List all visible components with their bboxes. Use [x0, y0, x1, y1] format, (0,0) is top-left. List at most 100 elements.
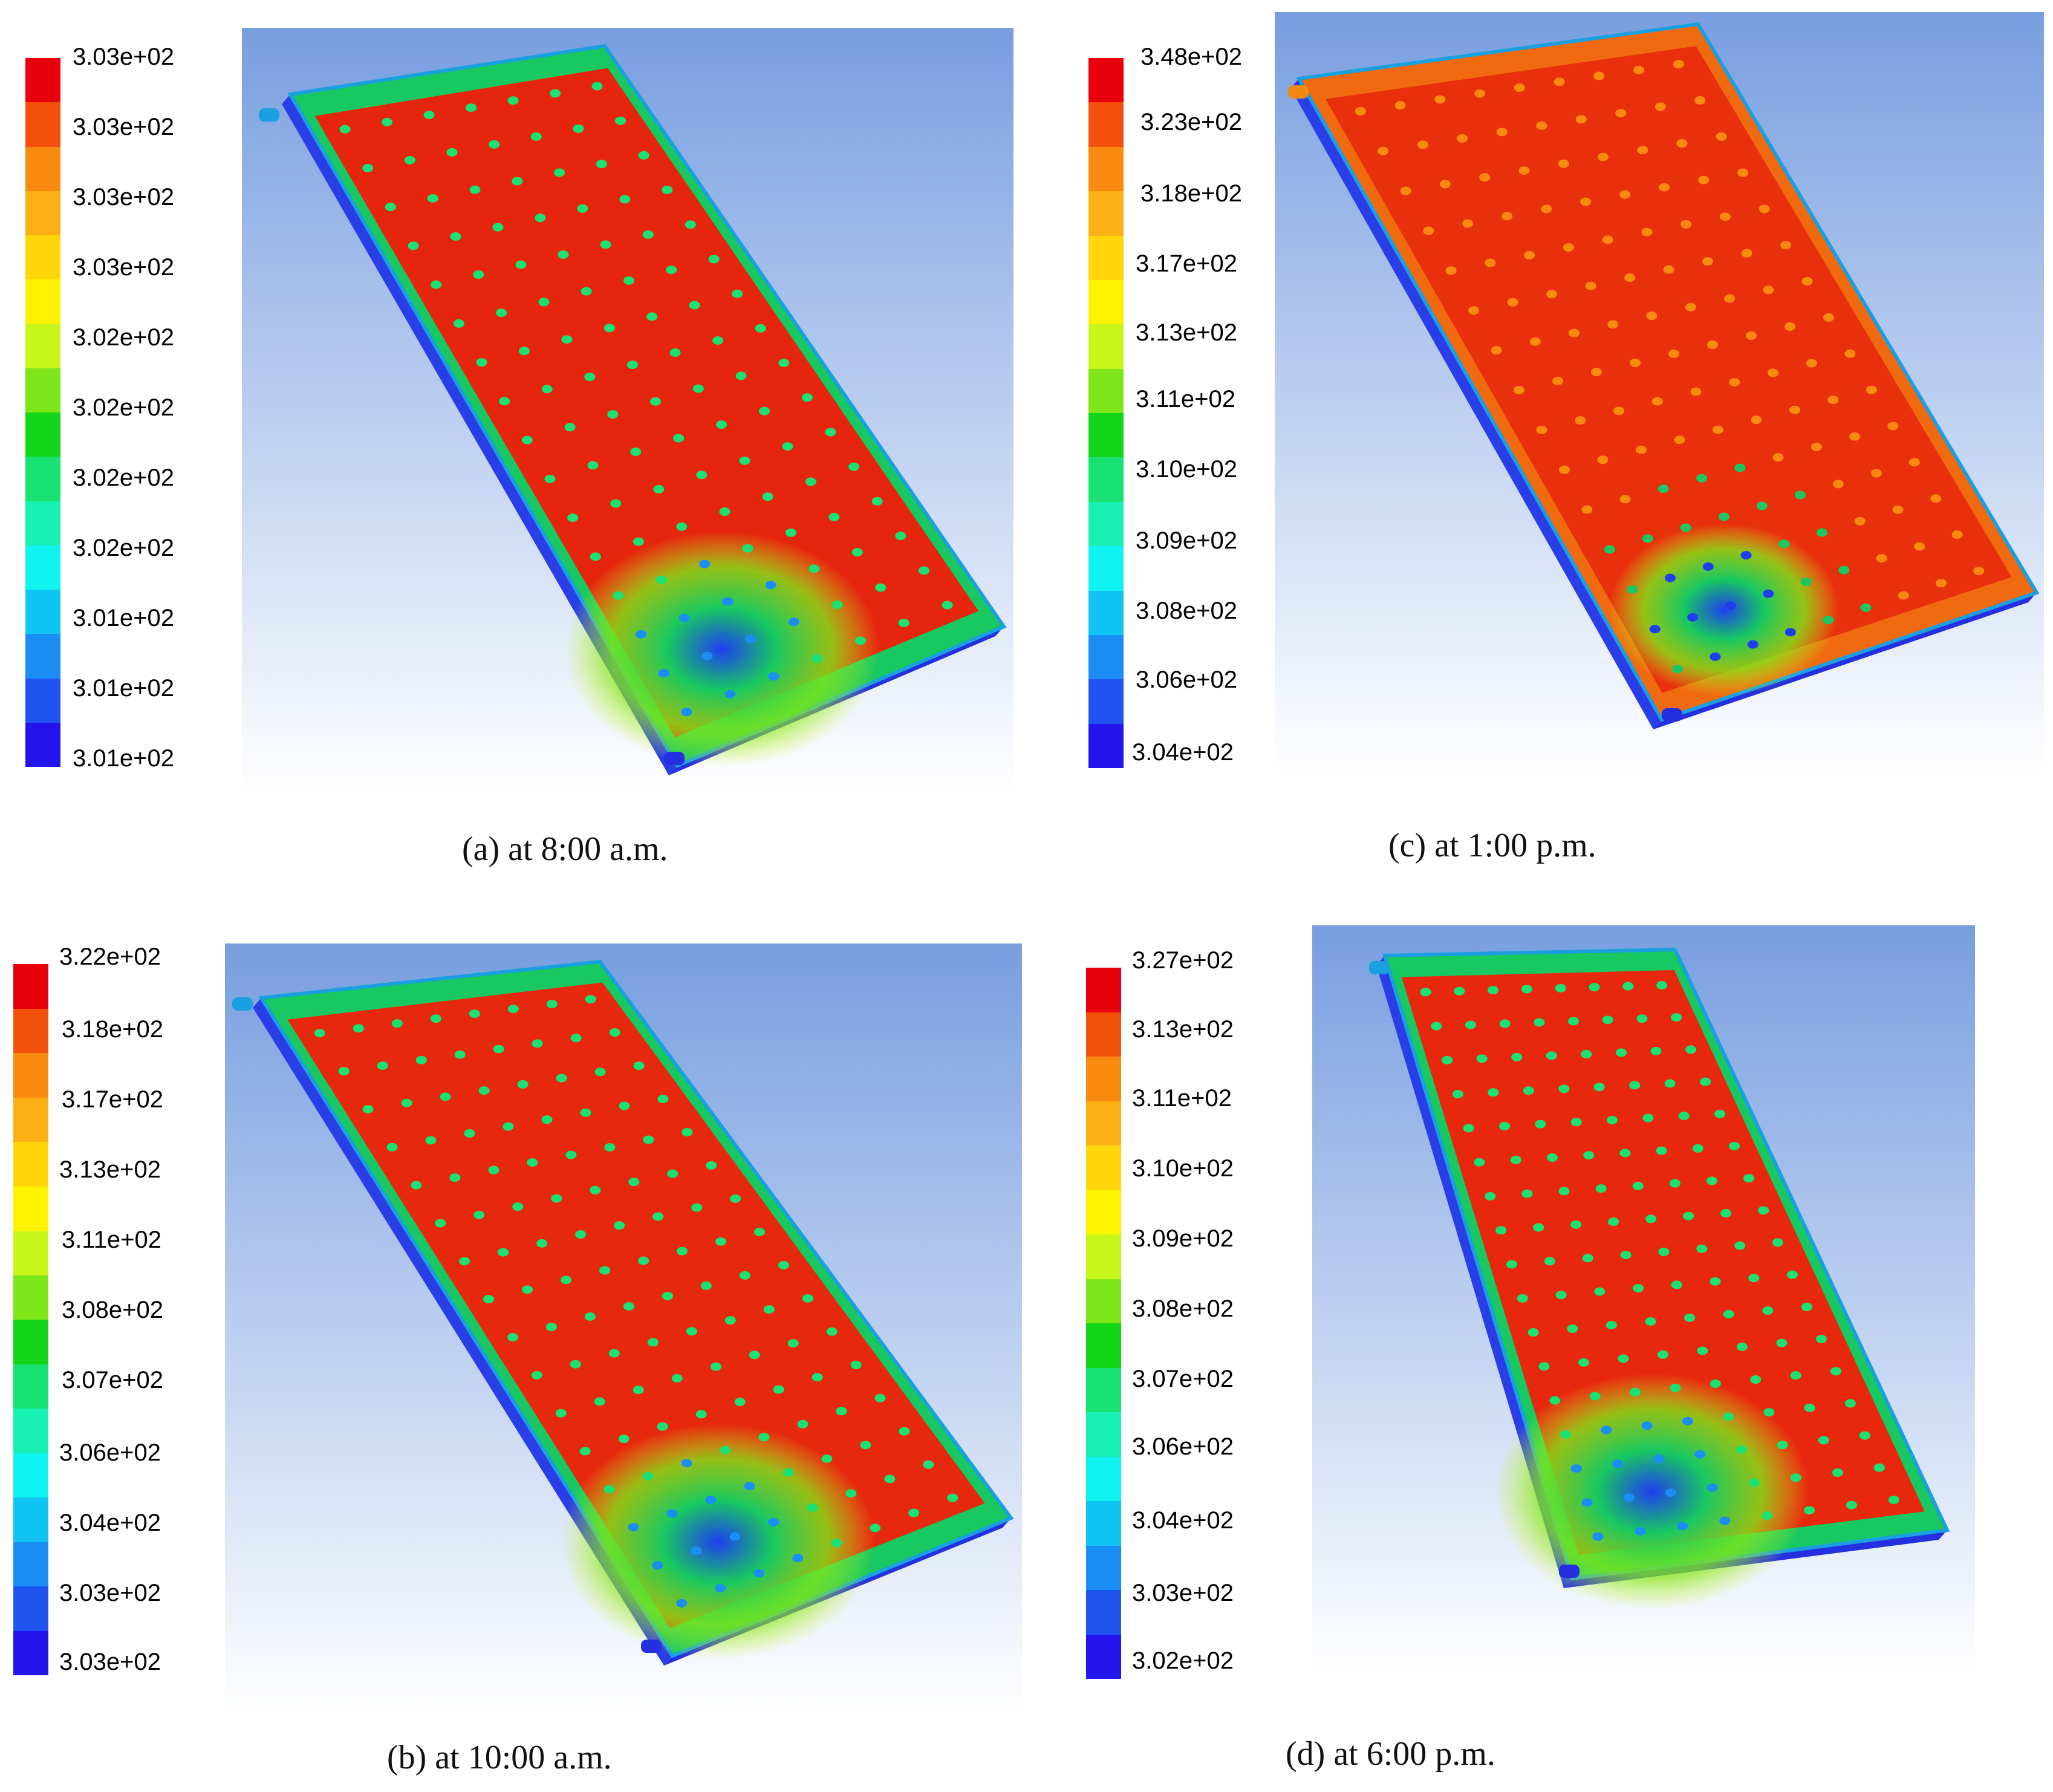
tube-dot	[1649, 625, 1661, 634]
legend-swatch	[13, 1231, 48, 1276]
tube-dot	[459, 1257, 470, 1266]
tube-dot	[1434, 95, 1446, 104]
tube-dot	[1521, 985, 1532, 994]
tube-dot	[522, 1285, 533, 1294]
tube-dot	[1558, 1084, 1570, 1093]
tube-dot	[584, 373, 596, 382]
tube-dot	[473, 270, 484, 279]
legend-label: 3.03e+02	[73, 114, 174, 140]
tube-dot	[753, 1569, 765, 1578]
tube-dot	[1641, 227, 1653, 236]
tube-dot	[1496, 128, 1508, 137]
tube-dot	[732, 289, 743, 298]
legend-swatch	[13, 1275, 48, 1320]
tube-dot	[1567, 1324, 1578, 1334]
tube-dot	[1570, 1220, 1582, 1229]
tube-dot	[1801, 277, 1813, 286]
legend-label: 3.02e+02	[73, 535, 174, 561]
tube-dot	[1687, 613, 1699, 622]
tube-dot	[1581, 1049, 1592, 1058]
legend-swatch	[13, 1097, 48, 1142]
tube-dot	[647, 1338, 659, 1347]
tube-dot	[1607, 320, 1619, 329]
tube-dot	[425, 1136, 437, 1145]
tube-dot	[623, 276, 634, 285]
legend-label: 3.03e+02	[73, 184, 174, 210]
legend-label: 3.13e+02	[59, 1156, 161, 1183]
tube-dot	[628, 1178, 640, 1187]
tube-dot	[608, 1349, 620, 1358]
legend-swatch	[1086, 1323, 1121, 1368]
legend-label: 3.01e+02	[73, 745, 174, 772]
tube-dot	[382, 117, 393, 126]
tube-dot	[802, 1294, 813, 1303]
tube-dot	[353, 1024, 364, 1033]
tube-dot	[427, 194, 438, 203]
tube-dot	[1672, 665, 1684, 674]
tube-dot	[411, 1181, 422, 1190]
tube-dot	[1645, 1317, 1656, 1326]
tube-dot	[1685, 302, 1696, 311]
legend-label: 3.11e+02	[1132, 1085, 1232, 1112]
tube-dot	[1780, 241, 1792, 250]
tube-dot	[1499, 1122, 1511, 1131]
tube-dot	[1589, 983, 1600, 992]
tube-dot	[1581, 1498, 1593, 1507]
tube-dot	[1747, 640, 1759, 649]
legend-label: 3.01e+02	[73, 675, 174, 702]
legend-label: 3.03e+02	[59, 1649, 161, 1675]
tube-dot	[1589, 1392, 1601, 1401]
tube-dot	[1623, 1493, 1635, 1502]
tube-dot	[585, 995, 596, 1004]
tube-dot	[1568, 1017, 1580, 1026]
tube-dot	[580, 1108, 591, 1117]
tube-dot	[423, 110, 435, 119]
tube-dot	[1608, 1217, 1619, 1227]
tube-dot	[1417, 140, 1428, 149]
legend-swatch	[25, 146, 60, 191]
tube-dot	[1615, 108, 1627, 117]
tube-dot	[530, 132, 542, 141]
tube-dot	[531, 1370, 542, 1380]
caption-a: (a) at 8:00 a.m.	[462, 830, 668, 868]
tube-dot	[408, 241, 419, 250]
tube-dot	[1654, 102, 1666, 111]
tube-dot	[1702, 257, 1714, 266]
tube-dot	[1767, 368, 1778, 377]
tube-dot	[609, 1028, 620, 1037]
tube-dot	[699, 559, 711, 569]
tube-dot	[1786, 1270, 1798, 1279]
tube-dot	[1630, 1387, 1641, 1396]
tube-dot	[1521, 1189, 1533, 1198]
tube-dot	[729, 1532, 741, 1541]
legend-swatch	[25, 545, 60, 590]
tube-dot	[677, 1246, 688, 1256]
tube-dot	[496, 308, 507, 318]
legend-label: 3.13e+02	[1132, 1016, 1234, 1043]
tube-dot	[1656, 1146, 1667, 1155]
legend-swatch	[1088, 368, 1124, 413]
tube-dot	[1736, 1445, 1747, 1454]
tube-dot	[1830, 1367, 1841, 1376]
tube-dot	[1622, 982, 1634, 991]
outlet-pipe	[1559, 1565, 1580, 1578]
legend-label: 3.09e+02	[1132, 1225, 1234, 1252]
tube-dot	[1618, 1354, 1629, 1363]
tube-dot	[1671, 1280, 1682, 1289]
tube-dot	[1560, 1430, 1572, 1439]
tube-dot	[1888, 1495, 1899, 1504]
plate-cool-zone	[564, 531, 879, 767]
tube-dot	[749, 1351, 760, 1360]
tube-dot	[1624, 273, 1636, 282]
tube-dot	[1535, 1119, 1546, 1129]
tube-dot	[1772, 453, 1784, 462]
tube-dot	[785, 528, 796, 537]
tube-dot	[498, 1248, 509, 1257]
tube-dot	[507, 1333, 518, 1342]
tube-dot	[626, 360, 638, 370]
tube-dot	[1678, 1112, 1690, 1121]
plate-hot-region	[1401, 970, 1925, 1556]
tube-dot	[874, 1393, 886, 1403]
tube-dot	[768, 1517, 779, 1526]
tube-dot	[1849, 432, 1861, 441]
